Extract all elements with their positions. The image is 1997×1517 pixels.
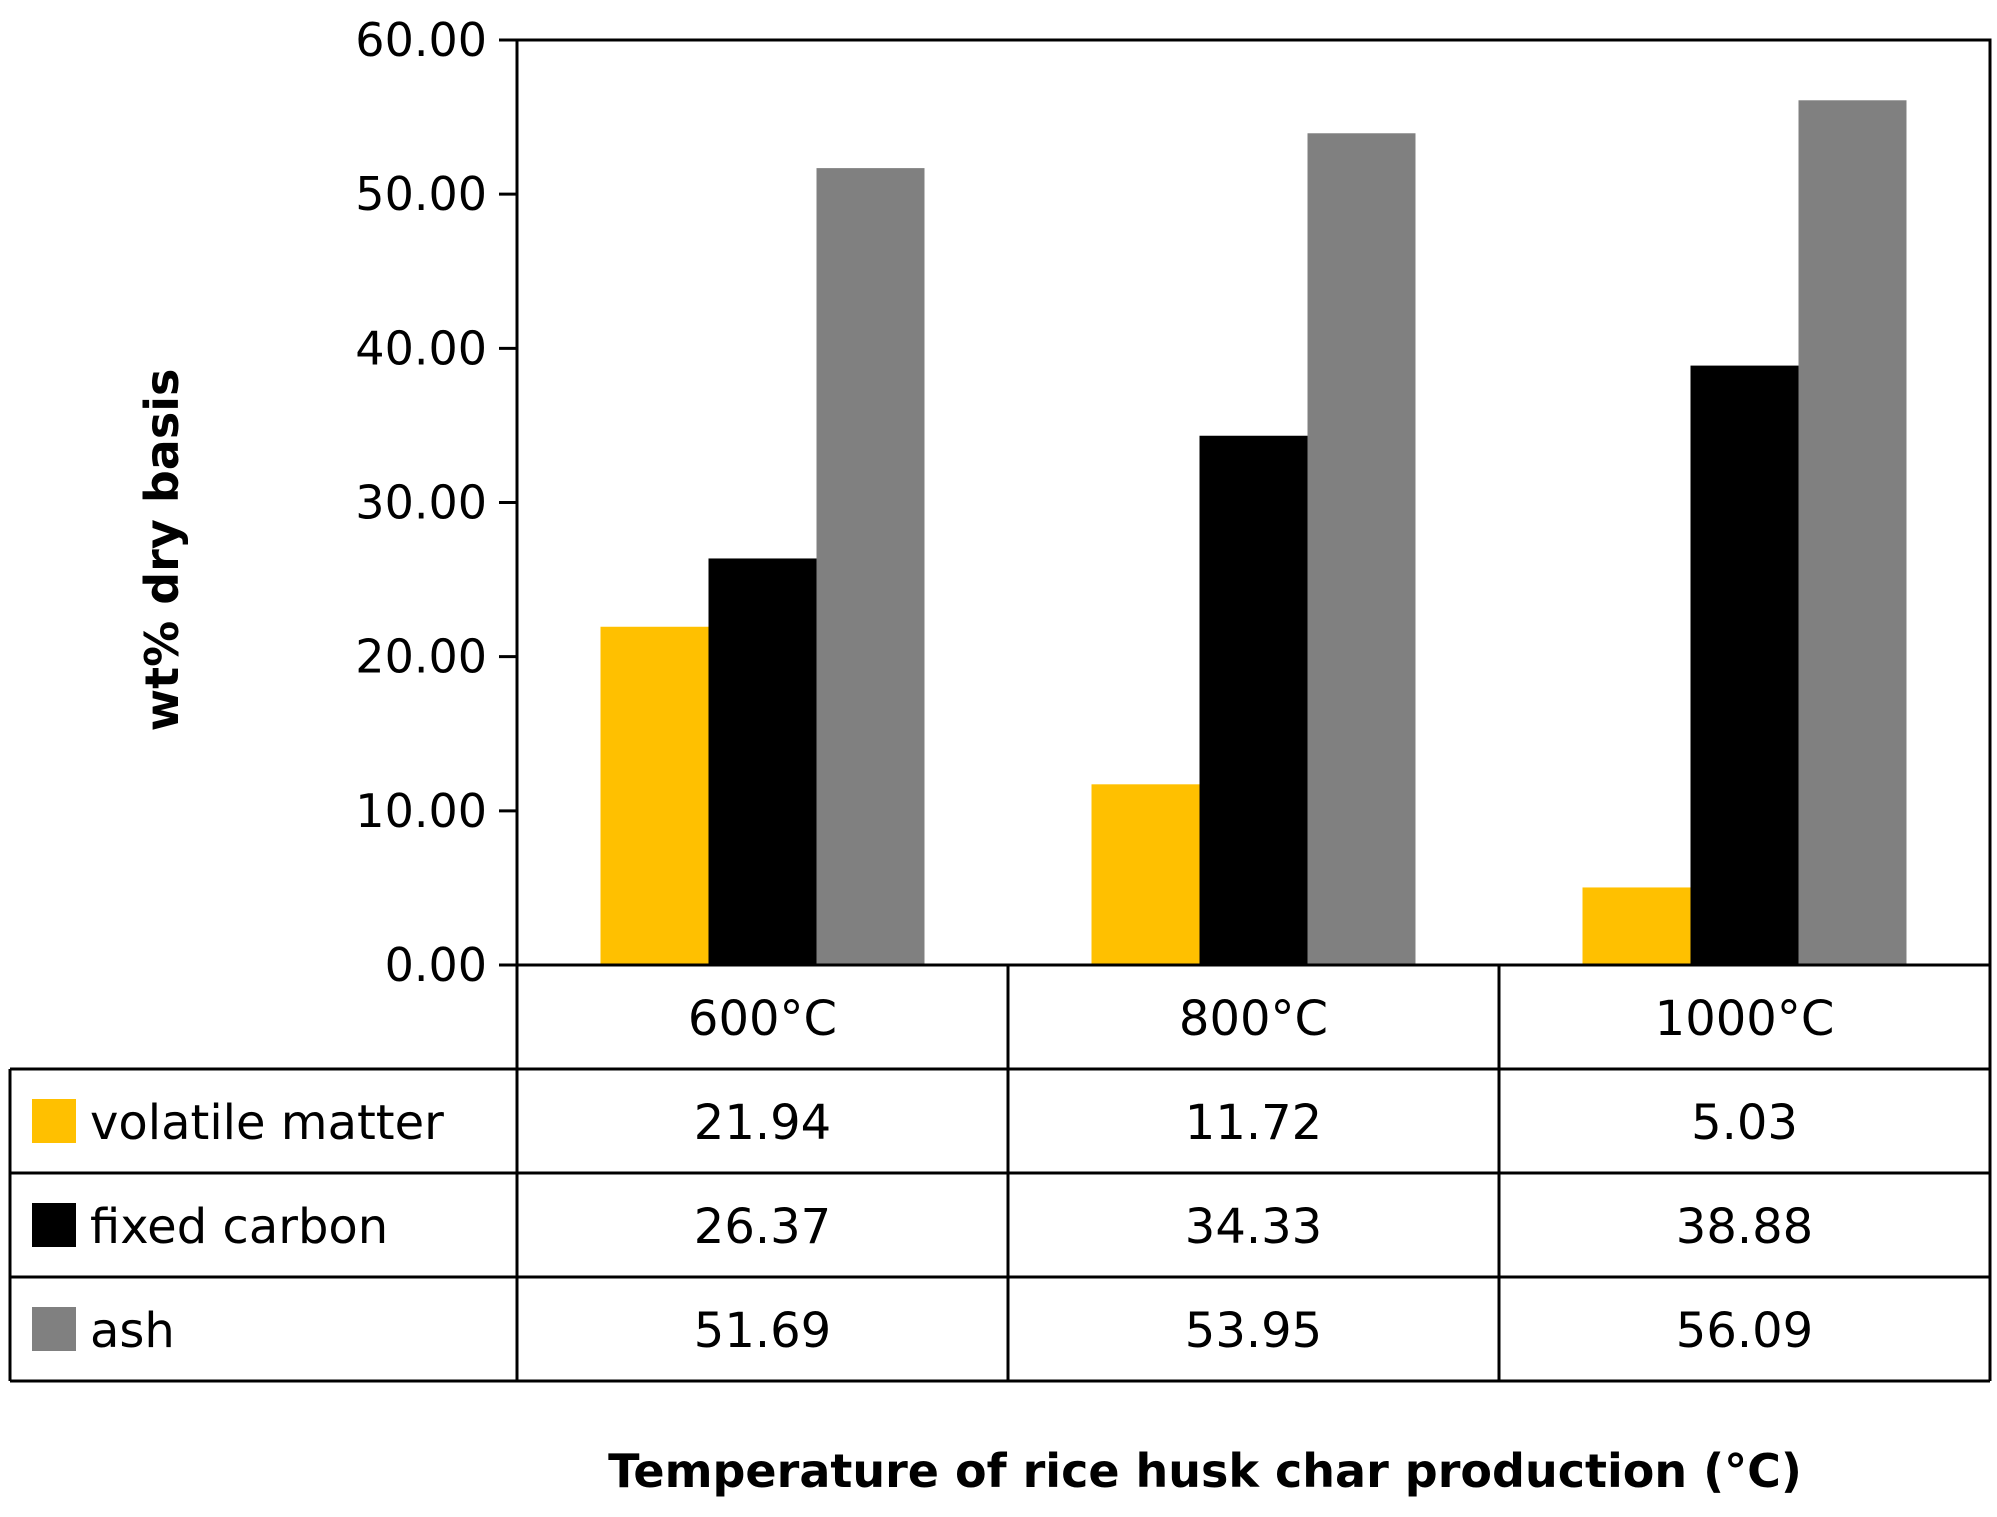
legend-label: fixed carbon bbox=[90, 1199, 388, 1255]
x-axis-title: Temperature of rice husk char production… bbox=[608, 1444, 1802, 1498]
data-label: 51.69 bbox=[694, 1303, 831, 1359]
data-label: 34.33 bbox=[1185, 1199, 1322, 1255]
bar-volatile-matter-1 bbox=[1091, 784, 1200, 965]
data-label: 38.88 bbox=[1676, 1199, 1813, 1255]
y-tick-label: 0.00 bbox=[385, 938, 487, 992]
data-label: 11.72 bbox=[1185, 1095, 1322, 1151]
data-table: 600°C 800°C 1000°C volatile matter 21.94 11.7… bbox=[8, 963, 1992, 1383]
y-tick-label: 50.00 bbox=[355, 167, 487, 221]
legend-key-fixed-carbon bbox=[32, 1203, 76, 1247]
bar-ash-0 bbox=[816, 168, 925, 966]
y-tick-label: 10.00 bbox=[355, 784, 487, 838]
bar-volatile-matter-0 bbox=[600, 626, 709, 965]
data-label: 56.09 bbox=[1676, 1303, 1813, 1359]
legend-label: ash bbox=[90, 1303, 175, 1359]
bar-volatile-matter-2 bbox=[1582, 887, 1691, 965]
x-tick-label: 600°C bbox=[688, 991, 837, 1047]
data-label: 26.37 bbox=[694, 1199, 831, 1255]
bar-fixed-carbon-0 bbox=[708, 558, 817, 965]
legend-key-ash bbox=[32, 1307, 76, 1351]
y-tick-label: 40.00 bbox=[355, 321, 487, 375]
bar-ash-1 bbox=[1307, 133, 1416, 966]
y-tick-label: 30.00 bbox=[355, 476, 487, 530]
x-tick-label: 800°C bbox=[1179, 991, 1328, 1047]
legend-key-volatile-matter bbox=[32, 1099, 76, 1143]
data-label: 53.95 bbox=[1185, 1303, 1322, 1359]
y-axis-title: wt% dry basis bbox=[135, 369, 189, 732]
bars-layer bbox=[600, 100, 1907, 966]
bar-fixed-carbon-1 bbox=[1199, 435, 1308, 965]
y-tick-label: 60.00 bbox=[355, 13, 487, 67]
y-tick-label: 20.00 bbox=[355, 630, 487, 684]
bar-fixed-carbon-2 bbox=[1690, 365, 1799, 966]
x-tick-label: 1000°C bbox=[1655, 991, 1835, 1047]
data-label: 21.94 bbox=[694, 1095, 831, 1151]
legend-label: volatile matter bbox=[90, 1095, 444, 1151]
data-label: 5.03 bbox=[1691, 1095, 1798, 1151]
bar-ash-2 bbox=[1798, 100, 1907, 965]
